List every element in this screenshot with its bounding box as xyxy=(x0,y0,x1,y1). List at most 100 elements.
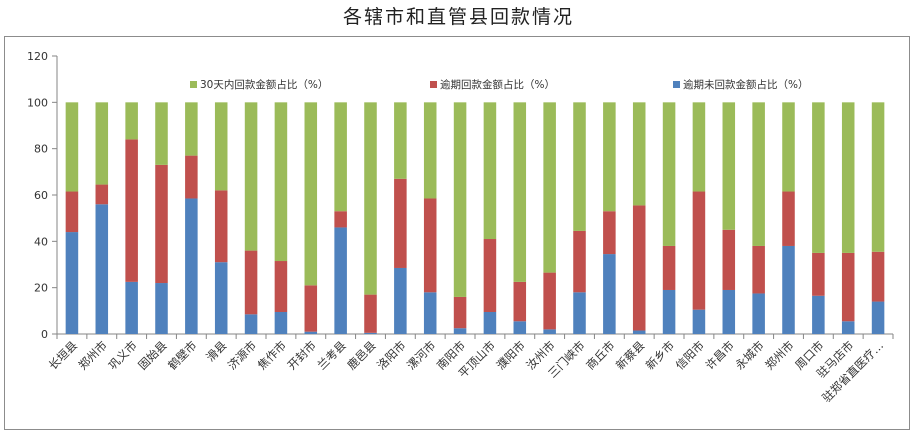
bar-segment xyxy=(214,102,228,191)
x-tick-label: 开封市 xyxy=(285,338,319,372)
bar-segment xyxy=(65,232,79,334)
bar-segment xyxy=(573,102,586,231)
bar-segment xyxy=(871,102,885,252)
bar-segment xyxy=(334,102,347,212)
x-tick-label: 兰考县 xyxy=(314,338,348,372)
bar-segment xyxy=(155,164,168,284)
x-tick-label: 济源市 xyxy=(225,338,259,372)
bar-segment xyxy=(603,254,616,334)
y-tick-label: 100 xyxy=(27,96,48,109)
x-tick-label: 许昌市 xyxy=(703,338,737,372)
bar-segment xyxy=(573,292,586,334)
bar-segment xyxy=(543,102,556,273)
bar-segment xyxy=(155,102,168,165)
bar-segment xyxy=(812,252,825,296)
bar-segment xyxy=(782,102,795,192)
bar-segment xyxy=(65,102,79,192)
bar-segment xyxy=(274,261,288,312)
bar-segment xyxy=(662,245,676,290)
bar-segment xyxy=(483,311,497,334)
bar-segment xyxy=(632,102,646,206)
legend-entry: 30天内回款金额占比（%） xyxy=(200,78,328,91)
x-tick-label: 新蔡县 xyxy=(613,338,647,372)
bar-segment xyxy=(513,321,527,334)
chart-area: 0 20 40 60 80 100 120 长垣县 郑州市 巩义市 固始县 鹤壁市 滑县 济源市 焦作市 开封… xyxy=(4,36,910,430)
x-tick-label: 新乡市 xyxy=(643,338,677,372)
bar-segment xyxy=(812,295,825,334)
x-tick-label: 滑县 xyxy=(203,338,229,364)
legend-entry: 逾期未回款金额占比（%） xyxy=(683,78,808,91)
bar-segment xyxy=(483,102,497,240)
bar-segment xyxy=(752,293,765,334)
bar-segment xyxy=(603,102,616,212)
bar-segment xyxy=(244,102,258,251)
legend-swatch xyxy=(190,81,197,88)
bar-segment xyxy=(692,309,706,334)
page-title: 各辖市和直管县回款情况 xyxy=(342,6,574,28)
bar-segment xyxy=(871,301,885,334)
bar-segment xyxy=(155,283,168,334)
y-tick-label: 120 xyxy=(27,50,48,63)
x-tick-label: 鹤壁市 xyxy=(165,338,199,372)
bar-segment xyxy=(841,252,855,322)
bar-segment xyxy=(274,311,288,334)
bar-segment xyxy=(334,227,347,334)
bar-segment xyxy=(423,198,437,293)
x-tick-label: 郑州市 xyxy=(76,338,110,372)
bar-segment xyxy=(453,328,467,334)
bar-segment xyxy=(125,102,138,140)
bar-segment xyxy=(65,191,79,233)
x-tick-label: 商丘市 xyxy=(583,338,617,372)
bar-segment xyxy=(125,281,138,334)
bar-segment xyxy=(662,289,676,334)
bar-segment xyxy=(185,102,198,156)
bar-segment xyxy=(841,102,855,253)
bar-segment xyxy=(214,190,228,263)
bar-segment xyxy=(244,250,258,315)
x-tick-label: 洛阳市 xyxy=(374,338,408,372)
bar-segment xyxy=(752,245,765,294)
bar-segment xyxy=(394,102,407,179)
bar-segment xyxy=(244,314,258,334)
y-tick-label: 0 xyxy=(41,328,48,341)
x-tick-label: 郑州市 xyxy=(762,338,796,372)
x-tick-label: 永城市 xyxy=(732,338,766,372)
bar-segment xyxy=(722,289,736,334)
bar-segment xyxy=(95,204,109,334)
bar-segment xyxy=(214,262,228,334)
bar-segment xyxy=(185,198,198,334)
y-tick-label: 20 xyxy=(34,282,48,295)
bar-segment xyxy=(453,102,467,297)
x-tick-label: 固始县 xyxy=(135,338,169,372)
y-tick-label: 40 xyxy=(34,235,48,248)
bar-segment xyxy=(812,102,825,253)
x-tick-label: 鹿邑县 xyxy=(344,338,378,372)
bar-segment xyxy=(364,102,377,295)
bar-segment xyxy=(304,285,318,332)
bar-segment xyxy=(692,191,706,310)
bar-segment xyxy=(394,178,407,268)
bar-segment xyxy=(752,102,765,246)
bar-segment xyxy=(632,205,646,331)
legend-swatch xyxy=(673,81,680,88)
bar-segment xyxy=(95,184,109,205)
bar-segment xyxy=(722,102,736,230)
bar-segment xyxy=(603,211,616,255)
bar-segment xyxy=(423,102,437,199)
bar-segment xyxy=(513,102,527,282)
bar-segment xyxy=(185,155,198,199)
bar-segment xyxy=(543,329,556,334)
x-tick-label: 濮阳市 xyxy=(494,338,528,372)
bar-segment xyxy=(423,292,437,334)
bar-segment xyxy=(334,211,347,228)
bar-segment xyxy=(722,229,736,290)
bar-segment xyxy=(274,102,288,262)
legend-swatch xyxy=(430,81,437,88)
bar-segment xyxy=(841,321,855,334)
bar-segment xyxy=(513,281,527,322)
bar-segment xyxy=(95,102,109,185)
bar-segment xyxy=(125,139,138,282)
bar-segment xyxy=(632,330,646,334)
x-tick-label: 漯河市 xyxy=(404,338,438,372)
bar-segment xyxy=(364,294,377,333)
